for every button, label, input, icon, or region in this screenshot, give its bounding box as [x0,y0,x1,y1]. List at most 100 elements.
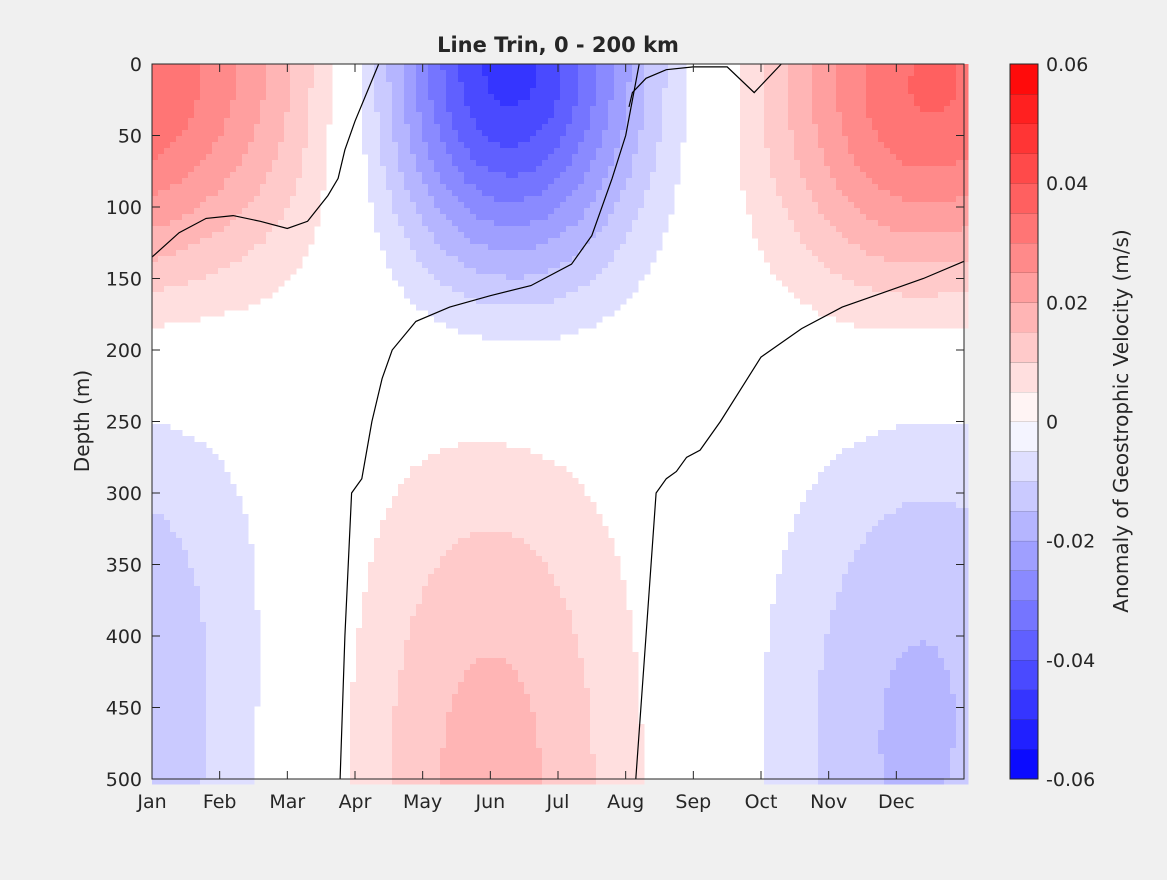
contour-cell [824,298,831,305]
contour-cell [962,142,969,149]
contour-cell [956,316,963,323]
contour-cell [770,100,777,107]
contour-cell [842,82,849,89]
contour-cell [818,310,825,317]
contour-cell [800,178,807,185]
contour-cell [614,142,621,149]
contour-cell [866,64,873,71]
contour-cell [182,268,189,275]
contour-cell [956,154,963,161]
contour-cell [482,106,489,113]
contour-cell [398,280,405,287]
contour-cell [206,184,213,191]
contour-cell [560,136,567,143]
contour-cell [170,118,177,125]
contour-cell [494,172,501,179]
contour-cell [410,208,417,215]
contour-cell [914,226,921,233]
contour-cell [242,268,249,275]
contour-cell [620,190,627,197]
contour-cell [188,136,195,143]
contour-cell [908,430,915,437]
contour-cell [470,442,477,449]
contour-cell [476,328,483,335]
contour-cell [914,70,921,77]
contour-cell [500,160,507,167]
contour-cell [410,112,417,119]
contour-cell [218,160,225,167]
contour-cell [164,256,171,263]
contour-cell [788,64,795,71]
contour-cell [800,148,807,155]
contour-cell [482,448,489,455]
contour-cell [506,316,513,323]
contour-cell [758,166,765,173]
contour-cell [632,238,639,245]
contour-cell [950,226,957,233]
contour-cell [866,286,873,293]
contour-cell [650,172,657,179]
contour-cell [926,298,933,305]
contour-cell [392,166,399,173]
contour-cell [950,148,957,155]
contour-cell [248,244,255,251]
contour-cell [248,184,255,191]
contour-cell [290,250,297,257]
contour-cell [584,202,591,209]
contour-cell [938,64,945,71]
contour-cell [236,220,243,227]
contour-cell [914,160,921,167]
contour-cell [938,244,945,251]
contour-cell [764,244,771,251]
contour-cell [548,268,555,275]
contour-cell [158,274,165,281]
contour-cell [422,292,429,299]
contour-cell [548,316,555,323]
contour-cell [914,208,921,215]
contour-cell [842,304,849,311]
contour-cell [566,244,573,251]
contour-cell [410,172,417,179]
contour-cell [494,64,501,71]
contour-cell [152,190,159,197]
contour-cell [410,238,417,245]
contour-cell [536,142,543,149]
contour-cell [230,106,237,113]
contour-cell [242,208,249,215]
contour-cell [950,94,957,101]
contour-cell [302,106,309,113]
contour-cell [398,160,405,167]
contour-cell [944,112,951,119]
contour-cell [542,130,549,137]
contour-cell [278,130,285,137]
contour-cell [428,298,435,305]
contour-cell [272,148,279,155]
contour-cell [896,184,903,191]
contour-cell [524,142,531,149]
contour-cell [830,106,837,113]
contour-cell [458,322,465,329]
contour-cell [638,244,645,251]
contour-cell [962,100,969,107]
contour-cell [428,268,435,275]
contour-cell [902,256,909,263]
contour-cell [638,70,645,77]
contour-cell [758,220,765,227]
contour-cell [530,148,537,155]
contour-cell [920,448,927,455]
contour-cell [674,178,681,185]
contour-cell [248,268,255,275]
contour-cell [788,178,795,185]
contour-cell [962,112,969,119]
contour-cell [392,124,399,131]
contour-cell [452,244,459,251]
contour-cell [884,238,891,245]
contour-cell [926,76,933,83]
contour-cell [506,328,513,335]
contour-cell [674,160,681,167]
contour-cell [224,256,231,263]
contour-cell [818,94,825,101]
contour-cell [488,316,495,323]
contour-cell [620,94,627,101]
